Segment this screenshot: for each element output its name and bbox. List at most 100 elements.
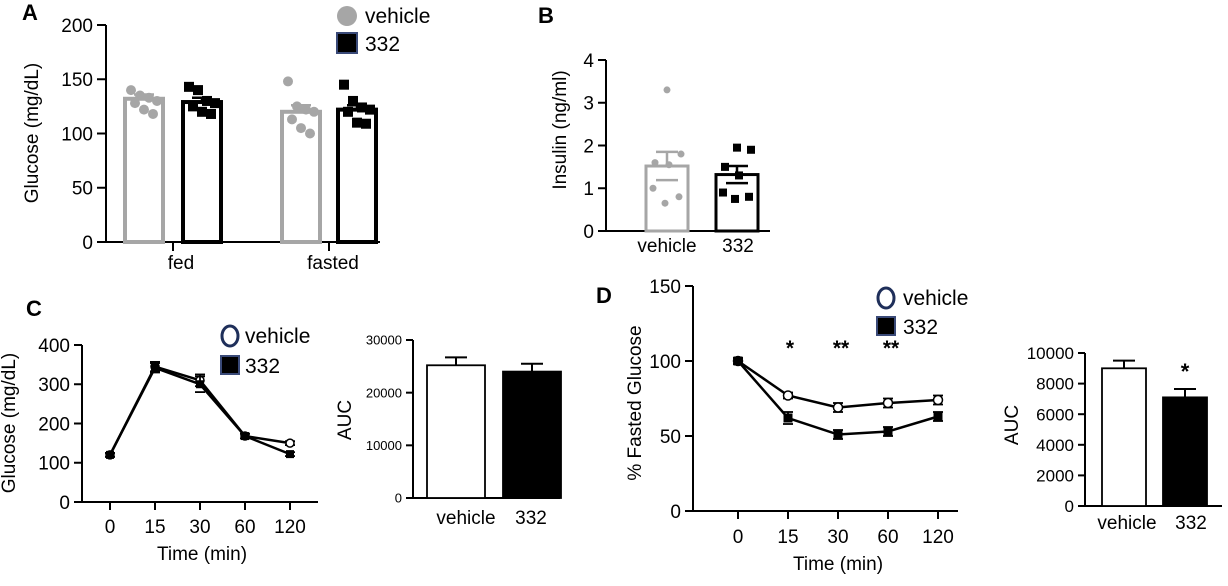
x-axis-label: Time (min) [793, 554, 883, 575]
x-tick-label: vehicle [637, 236, 696, 257]
y-tick-label: 400 [38, 336, 70, 357]
data-point-vehicle [148, 108, 158, 119]
legend-label-vehicle: vehicle [245, 325, 310, 348]
y-axis-label: % Fasted Glucose [625, 325, 646, 480]
x-tick-label: 30 [189, 517, 210, 538]
x-tick-label: 332 [1175, 513, 1207, 534]
legend-label-vehicle: vehicle [903, 287, 968, 310]
y-axis-label: Glucose (mg/dL) [22, 63, 43, 203]
data-point-vehicle [130, 98, 140, 109]
x-tick-label: 120 [274, 517, 306, 538]
y-tick-label: 100 [38, 454, 70, 475]
bar-vehicle [426, 364, 486, 499]
legend-marker-332 [876, 316, 896, 336]
y-tick-label: 8000 [1036, 375, 1074, 394]
y-tick-label: 2 [583, 136, 594, 157]
legend-label-332: 332 [365, 33, 400, 56]
legend-label-332: 332 [245, 355, 280, 378]
y-tick-label: 10000 [1027, 344, 1074, 363]
y-tick-label: 150 [649, 277, 681, 298]
data-point-332 [735, 171, 743, 180]
bar-332-fasted [336, 107, 378, 244]
x-tick-label: 332 [722, 236, 754, 257]
x-axis-label: Time (min) [157, 544, 247, 565]
data-point-vehicle [782, 390, 794, 401]
x-tick-label: 0 [733, 527, 744, 548]
significance-marker: ** [833, 337, 850, 360]
data-point-332 [883, 427, 893, 436]
data-point-vehicle [283, 76, 293, 87]
data-point-332 [106, 450, 114, 459]
data-point-332 [339, 79, 349, 90]
data-point-332 [193, 85, 203, 96]
x-tick-label: 332 [515, 508, 547, 529]
data-point-332 [747, 145, 755, 154]
data-point-332 [241, 432, 249, 441]
y-tick-label: 10000 [366, 438, 402, 453]
data-point-vehicle [305, 128, 315, 139]
panel-label-a: A [22, 0, 38, 25]
data-point-332 [733, 143, 741, 152]
y-tick-label: 200 [61, 16, 93, 37]
series-line-332 [737, 360, 939, 436]
data-point-vehicle [292, 101, 302, 112]
legend-marker-vehicle [876, 286, 896, 310]
data-point-332 [357, 102, 367, 113]
bar-vehicle [1101, 367, 1147, 507]
data-point-332 [833, 430, 843, 439]
data-point-vehicle [932, 394, 944, 406]
data-point-vehicle [144, 92, 154, 103]
data-point-332 [286, 450, 294, 459]
y-axis-label: Glucose (mg/dL) [0, 353, 20, 493]
data-point-vehicle [285, 438, 295, 448]
y-tick-label: 4 [583, 51, 594, 72]
x-tick-label: vehicle [436, 508, 495, 529]
y-tick-label: 100 [61, 124, 93, 145]
x-tick-label: fed [168, 253, 194, 274]
y-tick-label: 100 [649, 352, 681, 373]
bar-332-fed [181, 100, 223, 244]
legend-marker-332 [336, 32, 358, 54]
y-tick-label: 0 [395, 491, 402, 506]
y-tick-label: 150 [61, 70, 93, 91]
data-point-332 [783, 413, 793, 423]
y-tick-label: 4000 [1036, 436, 1074, 455]
data-point-332 [731, 194, 739, 203]
y-tick-label: 0 [1065, 497, 1074, 516]
data-point-332 [188, 101, 198, 112]
data-point-332 [361, 118, 371, 129]
y-tick-label: 1 [583, 179, 594, 200]
data-point-vehicle [677, 150, 685, 158]
data-point-vehicle [296, 123, 306, 134]
data-point-332 [719, 188, 727, 197]
x-tick-label: 15 [144, 517, 165, 538]
x-tick-label: fasted [307, 253, 359, 274]
significance-marker: * [786, 337, 795, 360]
legend-label-vehicle: vehicle [365, 5, 430, 28]
y-tick-label: 50 [72, 179, 93, 200]
x-tick-label: 60 [234, 517, 255, 538]
data-point-332 [196, 380, 204, 389]
data-point-vehicle [675, 193, 683, 201]
bar-332 [1162, 396, 1208, 507]
y-tick-label: 0 [82, 233, 93, 254]
data-point-332 [745, 192, 753, 201]
y-tick-label: 6000 [1036, 405, 1074, 424]
x-tick-label: 120 [922, 527, 954, 548]
legend-marker-vehicle [220, 324, 240, 348]
data-point-332 [206, 108, 216, 119]
significance-marker: * [1181, 359, 1190, 384]
y-tick-label: 200 [38, 414, 70, 435]
x-tick-label: 0 [105, 517, 116, 538]
bar-332 [502, 370, 562, 499]
y-tick-label: 20000 [366, 385, 402, 400]
panel-label-b: B [538, 3, 554, 28]
data-point-vehicle [832, 402, 844, 413]
data-point-332 [933, 412, 943, 421]
y-tick-label: 2000 [1036, 467, 1074, 486]
x-tick-label: 60 [877, 527, 898, 548]
data-point-vehicle [139, 104, 149, 115]
data-point-vehicle [663, 86, 671, 94]
y-tick-label: 3 [583, 94, 594, 115]
